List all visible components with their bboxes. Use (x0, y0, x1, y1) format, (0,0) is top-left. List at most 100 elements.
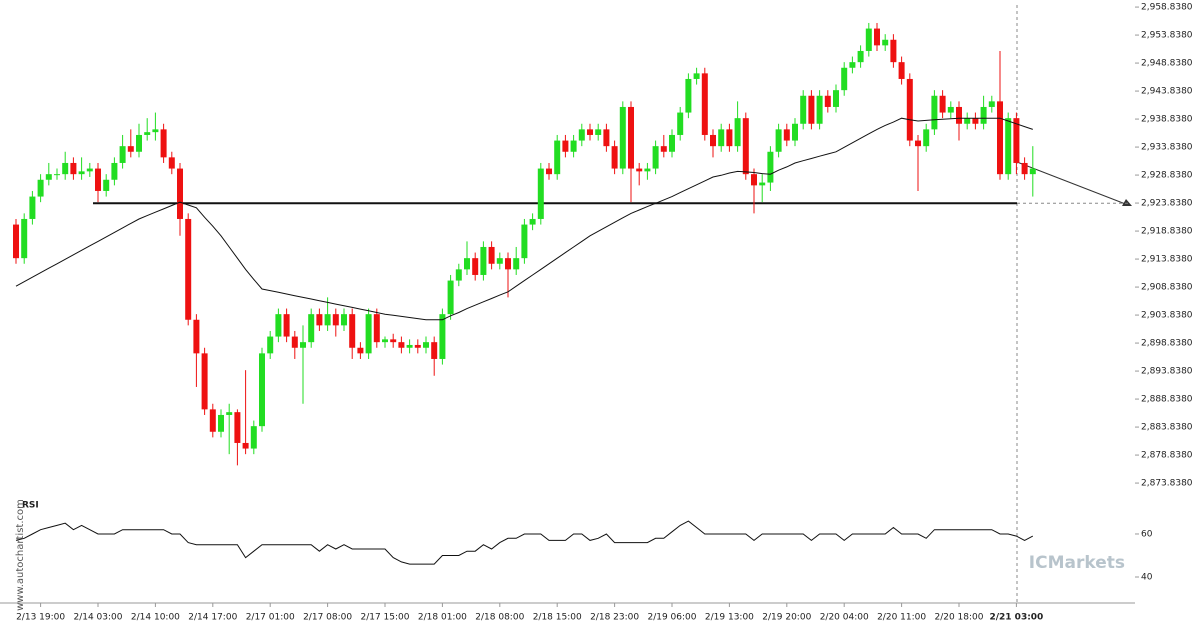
y-tick-label: 2,948.8380 (1141, 59, 1193, 69)
candle-body (70, 162, 77, 175)
candle-body (603, 129, 610, 147)
candle-body (226, 412, 233, 415)
candle-body (308, 314, 315, 343)
candle-body (201, 353, 208, 410)
candle-body (824, 95, 831, 107)
candle-body (341, 314, 347, 326)
candle-body (742, 118, 749, 175)
candle-body (488, 246, 495, 264)
y-tick-label: 2,923.8380 (1141, 199, 1193, 209)
candle-body (316, 314, 323, 326)
x-tick-label: 2/14 03:00 (73, 613, 122, 623)
candle-body (931, 95, 938, 130)
candle-body (439, 314, 446, 359)
candle-body (677, 112, 684, 135)
x-tick-label: 2/18 01:00 (418, 613, 467, 623)
y-tick-label: 2,888.8380 (1141, 395, 1193, 405)
candle-body (980, 106, 987, 124)
candle-body (759, 182, 766, 186)
candle-body (300, 342, 306, 348)
candle-body (792, 123, 798, 141)
candle-body (283, 314, 290, 337)
x-tick-label: 2/18 15:00 (533, 613, 582, 623)
candle-body (669, 134, 675, 152)
candle-body (849, 62, 856, 68)
candle-body (636, 168, 643, 172)
candle-body (800, 95, 807, 124)
candle-body (537, 168, 544, 219)
candle-body (628, 106, 634, 169)
candle-body (1029, 168, 1036, 175)
candle-body (701, 73, 708, 135)
candle-body (37, 179, 44, 197)
y-tick-label: 2,918.8380 (1141, 227, 1193, 237)
candle-body (1013, 118, 1020, 163)
x-tick-label: 2/20 04:00 (820, 613, 869, 623)
candle-body (562, 140, 569, 152)
candle-body (587, 129, 593, 135)
y-tick-label: 2,953.8380 (1141, 31, 1193, 41)
candle-body (349, 314, 356, 348)
watermark: www.autochartist.com (15, 499, 26, 611)
candle-body (357, 347, 364, 354)
candle-body (578, 129, 585, 141)
candle-body (127, 146, 134, 152)
x-tick-label: 2/18 08:00 (475, 613, 524, 623)
candle-body (21, 218, 28, 259)
candle-body (455, 269, 462, 281)
y-tick-label: 2,913.8380 (1141, 255, 1193, 265)
y-tick-label: 2,878.8380 (1141, 451, 1193, 461)
candle-body (160, 129, 167, 158)
y-tick-label: 2,938.8380 (1141, 115, 1193, 125)
x-tick-label: 2/14 10:00 (131, 613, 180, 623)
candle-body (431, 342, 438, 359)
candle-body (1005, 118, 1012, 175)
candle-body (521, 224, 528, 259)
x-tick-label: 2/17 01:00 (246, 613, 295, 623)
candle-body (29, 196, 36, 219)
y-tick-label: 2,873.8380 (1141, 479, 1193, 489)
candle-body (718, 129, 725, 147)
candle-body (988, 101, 995, 107)
candle-body (144, 132, 151, 135)
candle-body (480, 246, 487, 275)
candle-body (882, 39, 889, 46)
candle-body (619, 106, 626, 169)
candle-body (546, 168, 552, 175)
candle-body (185, 218, 192, 320)
candle-body (119, 146, 126, 163)
x-tick-label: 2/17 15:00 (360, 613, 409, 623)
candle-body (193, 319, 200, 354)
y-tick-label: 40 (1141, 572, 1153, 582)
x-tick-label: 2/13 19:00 (16, 613, 65, 623)
candle-body (95, 168, 101, 191)
candle-body (54, 174, 60, 176)
candle-body (259, 353, 265, 427)
line (15, 117, 1033, 321)
candle-body (775, 129, 782, 152)
candle-body (496, 258, 503, 264)
candle-body (833, 90, 839, 107)
candle-body (414, 344, 421, 348)
x-tick-label: 2/19 13:00 (705, 613, 754, 623)
candle-body (390, 339, 397, 343)
candle-body (209, 409, 216, 432)
x-tick-label: 2/20 18:00 (934, 613, 983, 623)
candle-body (111, 162, 118, 180)
x-tick-label: 2/20 11:00 (877, 613, 926, 623)
candle-body (644, 168, 651, 172)
y-tick-label: 2,883.8380 (1141, 423, 1193, 433)
forecast-arrow (1016, 161, 1129, 206)
candle-body (751, 174, 757, 186)
candle-body (915, 140, 921, 147)
candle-body (685, 78, 692, 113)
y-tick-label: 2,933.8380 (1141, 143, 1193, 153)
candle-body (783, 129, 790, 141)
candle-body (734, 118, 741, 147)
candle-body (472, 258, 479, 275)
candle-body (406, 344, 413, 348)
candle-body (857, 50, 864, 63)
x-tick-label: 2/19 20:00 (762, 613, 811, 623)
y-tick-label: 2,943.8380 (1141, 87, 1193, 97)
candle-body (168, 157, 175, 169)
